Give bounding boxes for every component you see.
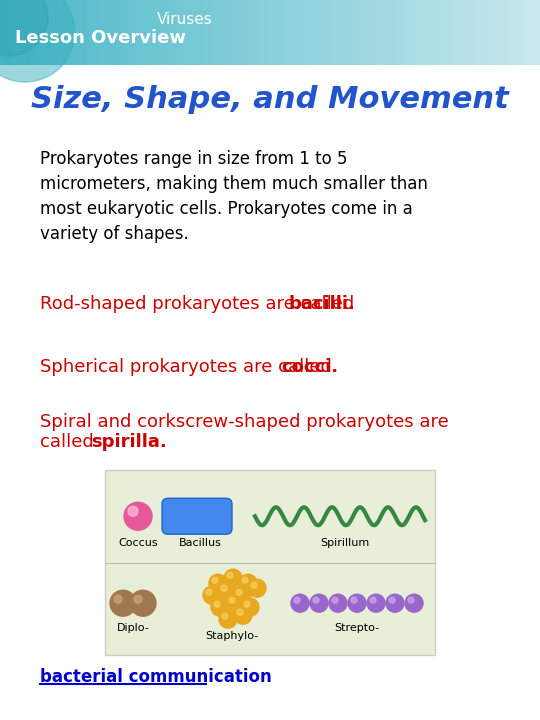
Circle shape [130,590,156,616]
Circle shape [233,586,251,604]
Circle shape [244,601,250,607]
Text: Bacillus: Bacillus [179,539,221,548]
Circle shape [114,595,122,603]
Circle shape [234,606,252,624]
Circle shape [218,582,236,600]
Text: Rod-shaped prokaryotes are called: Rod-shaped prokaryotes are called [40,295,360,313]
Text: bacterial communication: bacterial communication [40,668,272,686]
Circle shape [214,601,220,607]
Circle shape [329,594,347,612]
Text: Diplo-: Diplo- [117,624,150,633]
Circle shape [219,611,237,628]
Text: Spiral and corkscrew-shaped prokaryotes are: Spiral and corkscrew-shaped prokaryotes … [40,413,449,431]
Circle shape [294,597,300,603]
Circle shape [386,594,404,612]
Circle shape [134,595,142,603]
Circle shape [212,577,218,583]
FancyBboxPatch shape [162,498,232,534]
Circle shape [124,503,152,530]
Circle shape [237,609,243,615]
Circle shape [224,570,242,588]
Circle shape [370,597,376,603]
Circle shape [313,597,319,603]
Text: Viruses: Viruses [157,12,213,27]
Circle shape [226,594,244,612]
Circle shape [405,594,423,612]
Text: Strepto-: Strepto- [334,624,380,633]
Circle shape [310,594,328,612]
FancyBboxPatch shape [105,470,435,655]
Text: Staphylo-: Staphylo- [205,631,259,642]
Circle shape [389,597,395,603]
Circle shape [291,594,309,612]
Circle shape [367,594,385,612]
Circle shape [351,597,357,603]
Circle shape [239,575,257,592]
Text: called: called [40,433,99,451]
Circle shape [0,0,48,56]
Text: Spherical prokaryotes are called: Spherical prokaryotes are called [40,358,338,376]
Text: Prokaryotes range in size from 1 to 5
micrometers, making them much smaller than: Prokaryotes range in size from 1 to 5 mi… [40,150,428,243]
Circle shape [348,594,366,612]
Circle shape [209,575,227,592]
Circle shape [332,597,338,603]
Circle shape [229,597,235,603]
Text: spirilla.: spirilla. [91,433,167,451]
Text: cocci.: cocci. [281,358,338,376]
Circle shape [251,582,257,588]
Circle shape [248,579,266,597]
Circle shape [211,598,229,616]
Circle shape [408,597,414,603]
Circle shape [206,589,212,595]
Circle shape [128,506,138,516]
Circle shape [0,0,75,82]
Text: Spirillum: Spirillum [320,539,369,548]
Circle shape [241,598,259,616]
Circle shape [227,572,233,578]
Text: Size, Shape, and Movement: Size, Shape, and Movement [31,86,509,114]
Circle shape [203,586,221,604]
Circle shape [222,613,228,619]
Text: Coccus: Coccus [118,539,158,548]
Text: Lesson Overview: Lesson Overview [15,29,186,47]
Circle shape [242,577,248,583]
Circle shape [236,589,242,595]
Text: bacilli.: bacilli. [288,295,355,313]
Circle shape [221,585,227,591]
Circle shape [110,590,136,616]
